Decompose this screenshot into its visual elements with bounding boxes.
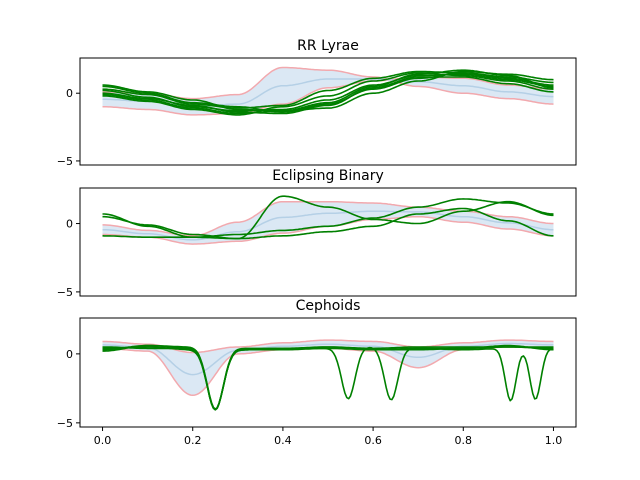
x-tick-label: 0.2 <box>184 434 202 447</box>
axes-frame <box>79 187 577 297</box>
subplot-title: Cephoids <box>296 298 361 314</box>
sample-curve-4 <box>102 344 554 411</box>
y-tick-label: −5 <box>57 155 73 168</box>
axes-frame <box>79 57 577 166</box>
subplot-panels: −5 0 RR Lyrae −5 0 Eclipsing Binary −5 0 0.0 0.2 0… <box>57 38 577 447</box>
sample-curve-1 <box>102 195 554 240</box>
y-tick-label: 0 <box>66 218 73 231</box>
subplot-3: −5 0 0.0 0.2 0.4 0.6 0.8 1.0 Cephoids <box>57 298 577 447</box>
mean-line <box>102 342 554 376</box>
band-upper-line <box>102 339 554 354</box>
uncertainty-band <box>102 340 554 396</box>
x-tick-label: 0.0 <box>94 434 112 447</box>
band-lower-line <box>102 76 554 116</box>
sample-curve-7 <box>102 69 554 115</box>
uncertainty-band <box>102 201 554 245</box>
subplot-1: −5 0 RR Lyrae <box>57 38 577 168</box>
sample-curve-5 <box>102 76 554 115</box>
y-tick-label: 0 <box>66 87 73 100</box>
x-tick-label: 0.4 <box>274 434 292 447</box>
axes-frame <box>79 317 577 428</box>
y-tick-label: −5 <box>57 417 73 430</box>
sample-curve-6 <box>102 70 554 109</box>
x-tick-label: 0.6 <box>364 434 382 447</box>
subplot-2: −5 0 Eclipsing Binary <box>57 168 577 299</box>
x-tick-label: 1.0 <box>545 434 563 447</box>
y-tick-label: −5 <box>57 286 73 299</box>
mean-line <box>102 210 554 241</box>
sample-curve-2 <box>102 198 554 238</box>
x-tick-label: 0.8 <box>455 434 473 447</box>
sample-curve-3 <box>102 207 554 240</box>
subplot-title: RR Lyrae <box>297 38 359 54</box>
uncertainty-band <box>102 67 554 115</box>
sample-curve-3 <box>102 72 554 116</box>
subplot-title: Eclipsing Binary <box>272 168 384 184</box>
y-tick-label: 0 <box>66 348 73 361</box>
